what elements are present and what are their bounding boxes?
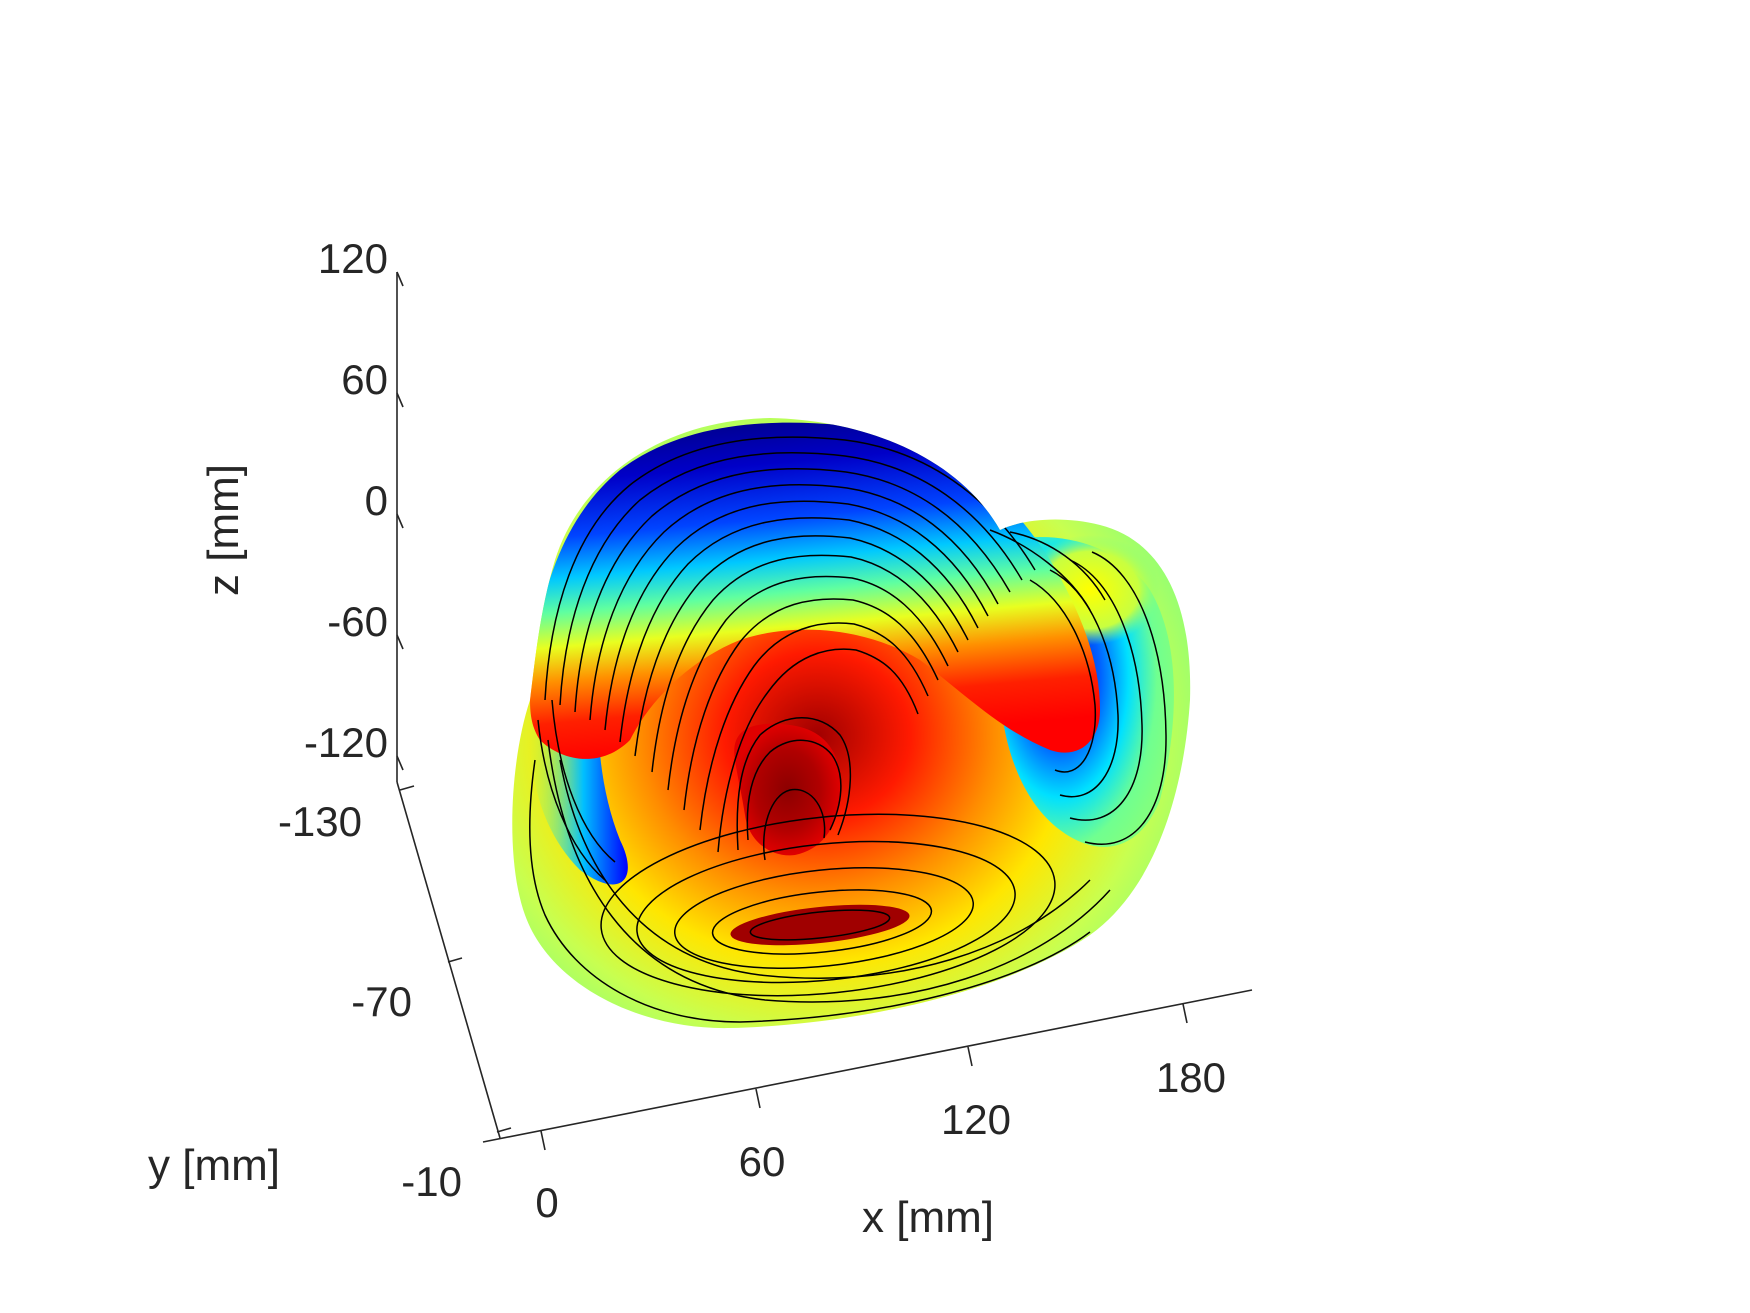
z-tick-mark [396,271,404,287]
contour-line [1069,559,1143,821]
z-tick-label: 60 [341,356,388,403]
x-tick-label: 120 [941,1096,1011,1143]
contour-line [619,517,979,743]
surface-red-core [734,723,841,856]
x-axis-line [482,989,1253,1143]
contour-line [683,598,939,811]
x-tick-mark [967,1046,973,1067]
contour-line [551,699,616,863]
contour-line [537,719,606,881]
contour-line [600,813,1056,997]
contour-line [717,648,919,853]
x-tick-mark [540,1130,546,1151]
y-axis-line [396,781,501,1139]
x-tick-label: 180 [1156,1054,1226,1101]
contour-line [544,436,1036,701]
z-tick-label: 0 [365,477,388,524]
contour-line [651,554,959,773]
contour-line [746,739,842,841]
y-axis-label: y [mm] [148,1141,280,1190]
contour-line [634,535,969,757]
contour-line [1084,551,1167,845]
contour-line [749,909,891,941]
z-tick-mark [396,392,404,408]
z-tick-mark [396,755,404,771]
contour-line [736,717,852,851]
surface-outline [529,759,1091,1023]
z-axis-label: z [mm] [199,464,248,596]
y-tick-mark [447,957,463,963]
y-tick-label: -70 [351,978,412,1025]
contour-line [1009,531,1106,601]
contour-line [673,867,975,969]
x-axis: 0 60 120 180 x [mm] [482,989,1253,1242]
y-tick-label: -130 [278,798,362,845]
contour-line [589,484,999,721]
x-tick-label: 0 [535,1179,558,1226]
contour-line [574,468,1011,713]
y-tick-label: -10 [401,1158,462,1205]
contour-line [711,889,933,955]
y-tick-mark [399,785,415,791]
y-axis: -130 -70 -10 y [mm] [148,781,512,1205]
x-tick-mark [755,1088,761,1109]
contour-line [604,500,989,731]
z-axis: 120 60 0 -60 -120 z [mm] [199,235,404,782]
z-tick-label: -60 [327,598,388,645]
contour-line [989,529,1091,611]
contour-line [559,759,1091,979]
contour-line [699,622,929,831]
contour-line [636,840,1016,984]
x-tick-mark [1182,1003,1188,1024]
x-axis-label: x [mm] [862,1193,994,1242]
z-tick-mark [396,634,404,650]
z-tick-label: 120 [318,235,388,282]
contour-line [1029,579,1097,773]
surface-red-lobe [730,904,910,946]
contour-line [559,452,1023,706]
contour-lines [537,436,1167,1003]
y-tick-mark [496,1127,512,1133]
x-tick-label: 60 [739,1138,786,1185]
contour-line [667,575,949,791]
surface-plot [512,418,1191,1029]
contour-line [763,788,826,861]
contour-line [547,739,1111,1003]
z-tick-mark [396,513,404,529]
z-tick-label: -120 [304,719,388,766]
